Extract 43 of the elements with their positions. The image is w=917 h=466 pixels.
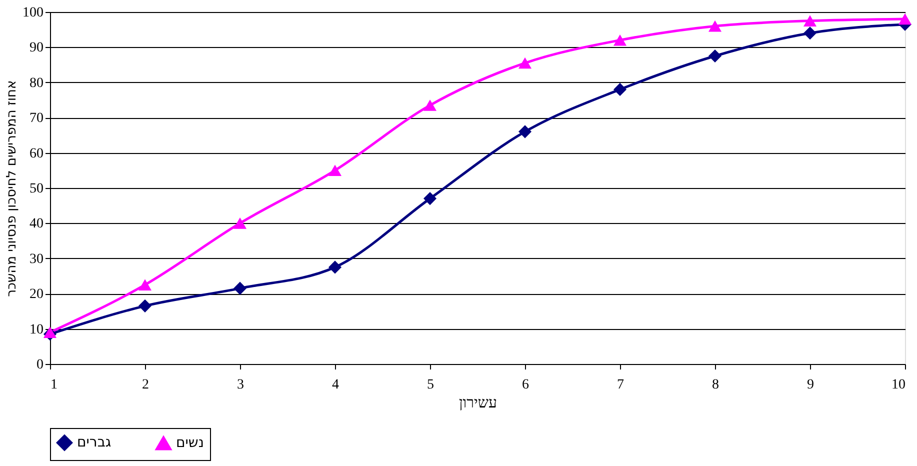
point: [708, 49, 722, 63]
point: [43, 326, 57, 338]
x-tick-label: 1: [50, 378, 58, 392]
y-tick-label: 20: [30, 287, 44, 302]
y-tick-label: 70: [30, 111, 44, 126]
x-tick-label: 2: [142, 378, 149, 392]
x-tick-label: 6: [522, 378, 529, 392]
x-axis-title: עשירון: [458, 396, 498, 412]
x-tick-label: 9: [807, 378, 814, 392]
point: [233, 282, 247, 295]
y-tick-label: 100: [22, 6, 44, 20]
y-tick-label: 90: [30, 40, 44, 56]
point: [898, 13, 912, 25]
point: [613, 82, 627, 96]
x-tick-label: 8: [712, 378, 719, 392]
point: [803, 26, 817, 40]
point: [613, 34, 627, 46]
point: [518, 125, 532, 138]
y-tick-label: 50: [30, 182, 44, 196]
point: [138, 299, 152, 312]
y-tick-label: 60: [30, 146, 44, 162]
y-tick-label: 80: [30, 76, 44, 91]
point: [328, 164, 342, 176]
x-tick-label: 4: [332, 378, 339, 392]
x-tick-label: 3: [237, 378, 244, 392]
y-tick-label: 10: [30, 322, 44, 338]
x-tick-label: 7: [617, 378, 624, 392]
point: [328, 260, 342, 274]
y-axis-title: אחוז המפרישים לחיסכון פנסיוני מהשכר: [4, 80, 20, 297]
y-tick-label: 30: [30, 252, 44, 267]
y-tick-label: 40: [30, 216, 44, 232]
x-tick-label: 10: [892, 378, 906, 392]
y-tick-label: 0: [36, 358, 44, 372]
x-tick-label: 5: [427, 378, 434, 392]
point: [803, 15, 817, 26]
point: [138, 279, 152, 290]
point: [233, 218, 247, 229]
point: [423, 192, 437, 206]
legend-label: נשים: [176, 435, 204, 452]
point: [423, 100, 437, 111]
legend-label: גברים: [77, 434, 112, 451]
point: [518, 57, 532, 69]
point: [708, 20, 722, 32]
